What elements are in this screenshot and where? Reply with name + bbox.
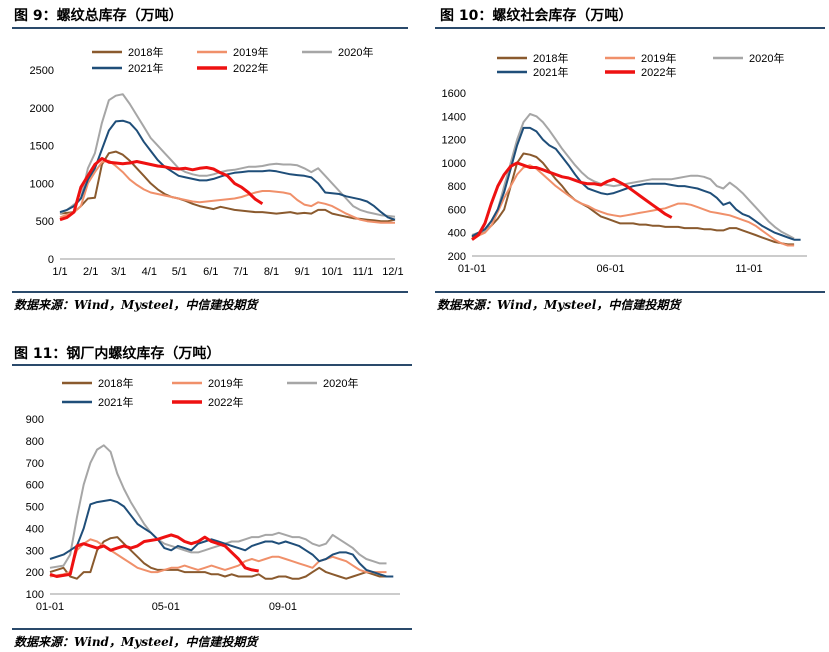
x-tick-label: 3/1 (111, 266, 126, 278)
y-tick-label: 1200 (442, 135, 466, 147)
title-rule (12, 364, 412, 366)
y-tick-label: 0 (48, 254, 54, 266)
legend-label-2020: 2020年 (749, 51, 784, 65)
series-line-2022 (59, 157, 264, 222)
y-tick-label: 800 (26, 436, 44, 448)
x-tick-label: 11-01 (735, 263, 762, 275)
y-tick-label: 2000 (30, 103, 54, 115)
legend-label-2022: 2022年 (641, 65, 676, 79)
series-line-2018 (59, 150, 396, 223)
x-tick-label: 11/1 (353, 266, 374, 278)
series-line-2021 (471, 126, 801, 241)
chart-title: 图 10：螺纹社会库存（万吨） (440, 8, 633, 24)
title-rule (12, 27, 408, 29)
x-tick-label: 4/1 (142, 266, 157, 278)
y-tick-label: 900 (26, 414, 44, 426)
y-tick-label: 1000 (442, 158, 466, 170)
x-tick-label: 9/1 (295, 266, 310, 278)
legend-label-2019: 2019年 (641, 51, 676, 65)
legend-label-2021: 2021年 (128, 61, 163, 75)
y-tick-label: 400 (26, 523, 44, 535)
x-tick-label: 06-01 (596, 263, 624, 275)
x-tick-label: 1/1 (52, 266, 67, 278)
chart-mill-inventory: 100 200 300 400 500 600 700 800 900 01-01 05-01 09-… (26, 376, 400, 613)
y-tick-label: 600 (448, 204, 466, 216)
y-tick-label: 500 (36, 216, 54, 228)
legend-label-2021: 2021年 (533, 65, 568, 79)
y-tick-label: 700 (26, 458, 44, 470)
series-line-2019 (471, 164, 795, 247)
legend-label-2018: 2018年 (533, 51, 568, 65)
y-tick-label: 1600 (442, 88, 466, 100)
legend-label-2019: 2019年 (208, 376, 243, 390)
source-rule (12, 291, 408, 293)
source-rule (12, 628, 412, 630)
x-tick-label: 01-01 (36, 601, 64, 613)
series-line-2018 (471, 152, 795, 246)
series-line-2020 (471, 113, 795, 240)
y-tick-label: 800 (448, 181, 466, 193)
chart-title: 图 11：钢厂内螺纹库存（万吨） (14, 346, 221, 362)
legend-label-2021: 2021年 (98, 395, 133, 409)
legend-label-2022: 2022年 (208, 395, 243, 409)
y-tick-label: 2500 (30, 65, 54, 77)
y-tick-label: 300 (26, 545, 44, 557)
series-line-2022 (49, 533, 259, 578)
y-tick-label: 1500 (30, 141, 54, 153)
legend-label-2018: 2018年 (128, 45, 163, 59)
x-tick-label: 8/1 (264, 266, 279, 278)
series-line-2018 (49, 536, 387, 580)
series-line-2020 (59, 93, 396, 218)
title-rule (435, 27, 825, 29)
y-tick-label: 1400 (442, 111, 466, 123)
y-tick-label: 500 (26, 502, 44, 514)
x-tick-label: 6/1 (203, 266, 218, 278)
source-note: 数据来源：Wind，Mysteel，中信建投期货 (14, 298, 258, 312)
series-line-2020 (49, 444, 387, 569)
legend-label-2018: 2018年 (98, 376, 133, 390)
y-tick-label: 100 (26, 589, 44, 601)
x-tick-label: 5/1 (172, 266, 187, 278)
chart-social-inventory: 200 400 600 800 1000 1200 1400 1600 01-01 06-01 11… (442, 51, 807, 275)
source-note: 数据来源：Wind，Mysteel，中信建投期货 (437, 298, 681, 312)
x-tick-label: 01-01 (458, 263, 486, 275)
x-tick-label: 7/1 (233, 266, 248, 278)
source-note: 数据来源：Wind，Mysteel，中信建投期货 (14, 635, 258, 649)
y-tick-label: 1000 (30, 178, 54, 190)
series-line-2022 (471, 161, 673, 241)
y-tick-label: 600 (26, 480, 44, 492)
y-tick-label: 200 (448, 251, 466, 263)
x-tick-label: 2/1 (83, 266, 98, 278)
legend-label-2019: 2019年 (233, 45, 268, 59)
legend-label-2022: 2022年 (233, 61, 268, 75)
x-tick-label: 10/1 (321, 266, 342, 278)
y-tick-label: 200 (26, 567, 44, 579)
y-tick-label: 400 (448, 228, 466, 240)
source-rule (435, 291, 825, 293)
series-line-2019 (59, 159, 395, 224)
legend-label-2020: 2020年 (323, 376, 358, 390)
x-tick-label: 05-01 (152, 601, 180, 613)
x-tick-label: 12/1 (382, 266, 403, 278)
x-tick-label: 09-01 (269, 601, 297, 613)
legend-label-2020: 2020年 (338, 45, 373, 59)
chart-total-inventory: 0 500 1000 1500 2000 2500 1/1 2/1 3/1 4/1 5/1 6/1 7/… (30, 45, 404, 278)
series-line-2021 (49, 498, 394, 578)
chart-title: 图 9：螺纹总库存（万吨） (14, 8, 183, 24)
